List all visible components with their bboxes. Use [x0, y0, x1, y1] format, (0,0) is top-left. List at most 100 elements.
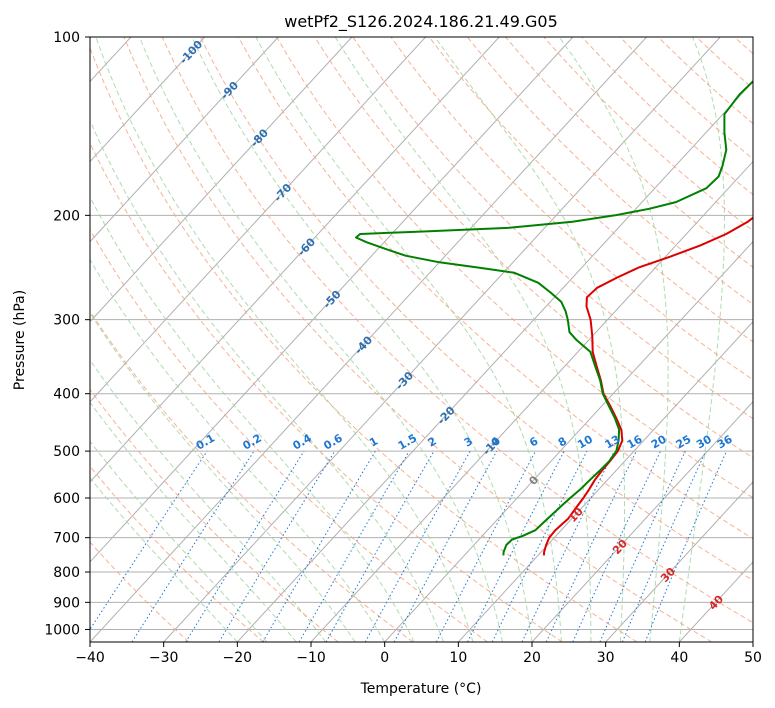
plot-frame [89, 36, 754, 643]
x-axis-label: Temperature (°C) [360, 681, 482, 697]
moist-adiabat [255, 37, 562, 642]
x-tick-label: 40 [670, 650, 688, 666]
dry-adiabat [428, 37, 753, 343]
x-tick-label: 30 [597, 650, 615, 666]
x-tick-label: −40 [75, 650, 105, 666]
mixing-ratio-label: 16 [625, 432, 645, 451]
isotherm-gridline [90, 37, 647, 642]
x-tick-label: 50 [744, 650, 762, 666]
x-tick-label: 0 [380, 650, 389, 666]
dry-adiabat [90, 142, 563, 642]
isotherm-gridline [531, 401, 753, 642]
dry-adiabat [505, 37, 753, 268]
mixing-ratio-label: 6 [527, 434, 540, 449]
dry-adiabat [90, 465, 264, 642]
isotherm-gridline [163, 37, 721, 642]
dry-adiabats [90, 37, 753, 642]
mixing-ratio-line [185, 450, 305, 642]
isotherm-gridline [605, 481, 753, 642]
mixing-ratio-label: 3 [462, 435, 475, 450]
dry-adiabat [90, 46, 638, 642]
moist-adiabat [90, 119, 445, 642]
x-tick-label: 20 [523, 650, 541, 666]
dry-adiabat [199, 37, 753, 581]
y-tick-label: 800 [53, 565, 80, 581]
isotherm-gridline [236, 80, 753, 642]
isotherm-gridline [90, 37, 205, 163]
dry-adiabat [657, 37, 753, 125]
y-axis-label: Pressure (hPa) [12, 290, 28, 390]
mixing-ratio-label: 36 [715, 432, 735, 451]
profile-series [355, 79, 753, 556]
mixing-ratio-line [467, 450, 565, 642]
mixing-ratio-label: 10 [575, 432, 595, 451]
dry-adiabat [695, 37, 753, 90]
y-tick-label: 100 [53, 30, 80, 46]
isotherm-gridline [384, 240, 753, 642]
isotherm-gridline [90, 37, 426, 403]
plot-area: -100-90-80-70-60-50-40-30-20-10010203040… [0, 37, 753, 642]
dry-adiabat [90, 541, 190, 642]
x-tick-label: −20 [223, 650, 253, 666]
mixing-ratio-line [218, 450, 336, 642]
dry-adiabat [543, 37, 753, 232]
moist-adiabat [90, 440, 268, 642]
profile-line [542, 216, 753, 556]
moist-adiabat [678, 37, 726, 642]
mixing-ratio-labels: 0.1 0.2 0.4 0.6 1 1.5 2 3 4 6 8 10 13 16 20 25 30 36 [194, 431, 735, 452]
dry-adiabat [123, 37, 712, 642]
dry-adiabat [390, 37, 753, 381]
moist-adiabat [90, 477, 238, 642]
y-tick-label: 700 [53, 531, 80, 547]
profile-line [355, 79, 753, 556]
x-tick-label: −30 [149, 650, 179, 666]
dry-adiabat [276, 37, 753, 499]
mixing-ratio-line [325, 450, 435, 642]
pressure-gridlines [90, 37, 753, 630]
mixing-ratio-label: 8 [556, 435, 569, 450]
dry-adiabat [352, 37, 753, 420]
dry-adiabat [237, 37, 753, 540]
mixing-ratio-line [131, 450, 255, 642]
y-tick-label: 400 [53, 387, 80, 403]
x-tick-label: −10 [296, 650, 326, 666]
y-tick-label: 600 [53, 491, 80, 507]
dry-adiabat [466, 37, 753, 305]
isotherm-gridline [0, 37, 57, 642]
dry-adiabat [581, 37, 753, 196]
moist-adiabat [90, 312, 356, 642]
isotherm-gridline [90, 37, 353, 323]
skewed-isotherm-gridlines [0, 37, 753, 642]
isotherm-gridline [90, 37, 574, 563]
mixing-ratio-line [393, 450, 498, 642]
isotherm-gridline [457, 320, 753, 642]
mixing-ratio-lines [90, 450, 727, 642]
mixing-ratio-line [364, 450, 471, 642]
y-axis-ticks: 1000 900 800 700 600 500 400 300 200 100 [44, 30, 90, 638]
moist-adiabat [191, 37, 533, 642]
moist-adiabat [90, 258, 386, 642]
isotherm-gridline [678, 561, 753, 642]
dry-adiabat [90, 388, 339, 642]
isotherm-gridline [310, 160, 753, 642]
chart-title: wetPf2_S126.2024.186.21.49.G05 [284, 12, 558, 32]
y-tick-label: 900 [53, 595, 80, 611]
mixing-ratio-line [491, 450, 588, 642]
mixing-ratio-label: 1.5 [396, 432, 419, 453]
dry-adiabat [90, 310, 414, 642]
y-tick-label: 300 [53, 313, 80, 329]
isotherm-label: -100 [177, 38, 206, 67]
moist-adiabat [434, 37, 625, 642]
mixing-ratio-label: 0.4 [291, 431, 315, 452]
isotherm-gridline [90, 37, 500, 483]
moist-adiabat [139, 37, 503, 642]
y-tick-label: 200 [53, 208, 80, 224]
isotherm-gridline [90, 37, 279, 243]
y-tick-label: 500 [53, 444, 80, 460]
isotherm-gridline [752, 641, 753, 642]
moist-adiabat [558, 37, 669, 642]
mixing-ratio-line [621, 450, 707, 642]
mixing-ratio-label: 30 [694, 432, 714, 451]
